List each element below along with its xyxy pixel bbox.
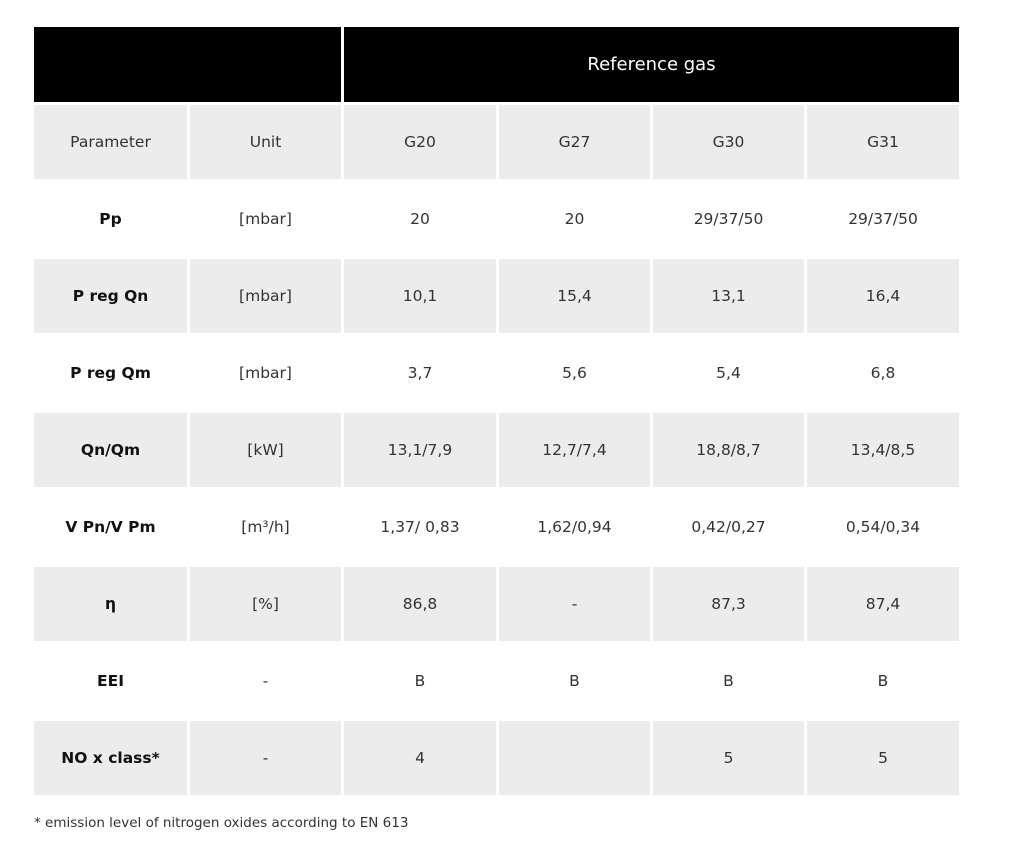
parameter-cell: V Pn/V Pm [65,518,156,536]
unit-cell: - [262,672,269,690]
reference-gas-header: Reference gas [344,27,959,102]
value-cell: 29/37/50 [693,210,764,228]
value-cell: 12,7/7,4 [499,413,650,487]
column-header-g31: G31 [807,105,959,179]
value-cell: 6,8 [870,364,896,382]
value-cell: - [499,567,650,641]
table-header-row: Reference gas [34,27,959,102]
unit-cell: [mbar] [190,259,341,333]
parameter-cell: NO x class* [34,721,187,795]
value-cell: 13,1/7,9 [344,413,496,487]
value-cell: 0,54/0,34 [845,518,921,536]
column-header-g27: G27 [499,105,650,179]
table-row: NO x class* -4 5 5 [34,721,959,795]
reference-gas-table: Reference gas Parameter Unit G20 G27 G30… [31,24,962,798]
value-cell: 15,4 [499,259,650,333]
unit-cell: [kW] [190,413,341,487]
table-row: EEI - B B B B [34,644,959,718]
parameter-cell: P reg Qm [70,364,151,382]
parameter-cell: η [34,567,187,641]
value-cell: 10,1 [344,259,496,333]
value-cell: 29/37/50 [848,210,918,228]
value-cell: 16,4 [807,259,959,333]
header-blank-cell [34,27,341,102]
value-cell: 13,4/8,5 [807,413,959,487]
value-cell: 18,8/8,7 [653,413,804,487]
value-cell: 5,4 [716,364,741,382]
value-cell: 1,37/ 0,83 [380,518,460,536]
value-cell: B [414,672,426,690]
table-row: Qn/Qm [kW] 13,1/7,9 12,7/7,4 18,8/8,7 13,4/8,… [34,413,959,487]
value-cell: 87,3 [653,567,804,641]
unit-cell: - [190,721,341,795]
column-header-unit: Unit [190,105,341,179]
value-cell: 86,8 [344,567,496,641]
column-header-g30: G30 [653,105,804,179]
table-row: Pp [mbar] 20 20 29/37/50 29/37/50 [34,182,959,256]
value-cell: 3,7 [407,364,433,382]
value-cell: B [877,672,889,690]
table-row: η [%] 86,8-87,3 87,4 [34,567,959,641]
footnote: * emission level of nitrogen oxides acco… [34,815,409,831]
value-cell: 5 [807,721,959,795]
value-cell: 20 [564,210,585,228]
value-cell: B [723,672,734,690]
value-cell: 0,42/0,27 [691,518,766,536]
table-row: V Pn/V Pm [m³/h] 1,37/ 0,83 1,62/0,94 0,42/0… [34,490,959,564]
unit-cell: [m³/h] [241,518,290,536]
value-cell: 4 [344,721,496,795]
value-cell: 5 [653,721,804,795]
unit-cell: [mbar] [239,210,292,228]
unit-cell: [mbar] [239,364,292,382]
parameter-cell: EEI [97,672,124,690]
value-cell [499,721,650,795]
column-header-g20: G20 [344,105,496,179]
unit-cell: [%] [190,567,341,641]
value-cell: B [569,672,580,690]
value-cell: 20 [410,210,430,228]
value-cell: 13,1 [653,259,804,333]
column-header-parameter: Parameter [34,105,187,179]
table-row: P reg Qn [mbar] 10,1 15,4 13,1 16,4 [34,259,959,333]
value-cell: 87,4 [807,567,959,641]
column-header-row: Parameter Unit G20 G27 G30 G31 [34,105,959,179]
table-row: P reg Qm [mbar] 3,7 5,6 5,4 6,8 [34,336,959,410]
value-cell: 5,6 [562,364,587,382]
parameter-cell: Pp [99,210,122,228]
value-cell: 1,62/0,94 [537,518,612,536]
parameter-cell: P reg Qn [34,259,187,333]
parameter-cell: Qn/Qm [34,413,187,487]
